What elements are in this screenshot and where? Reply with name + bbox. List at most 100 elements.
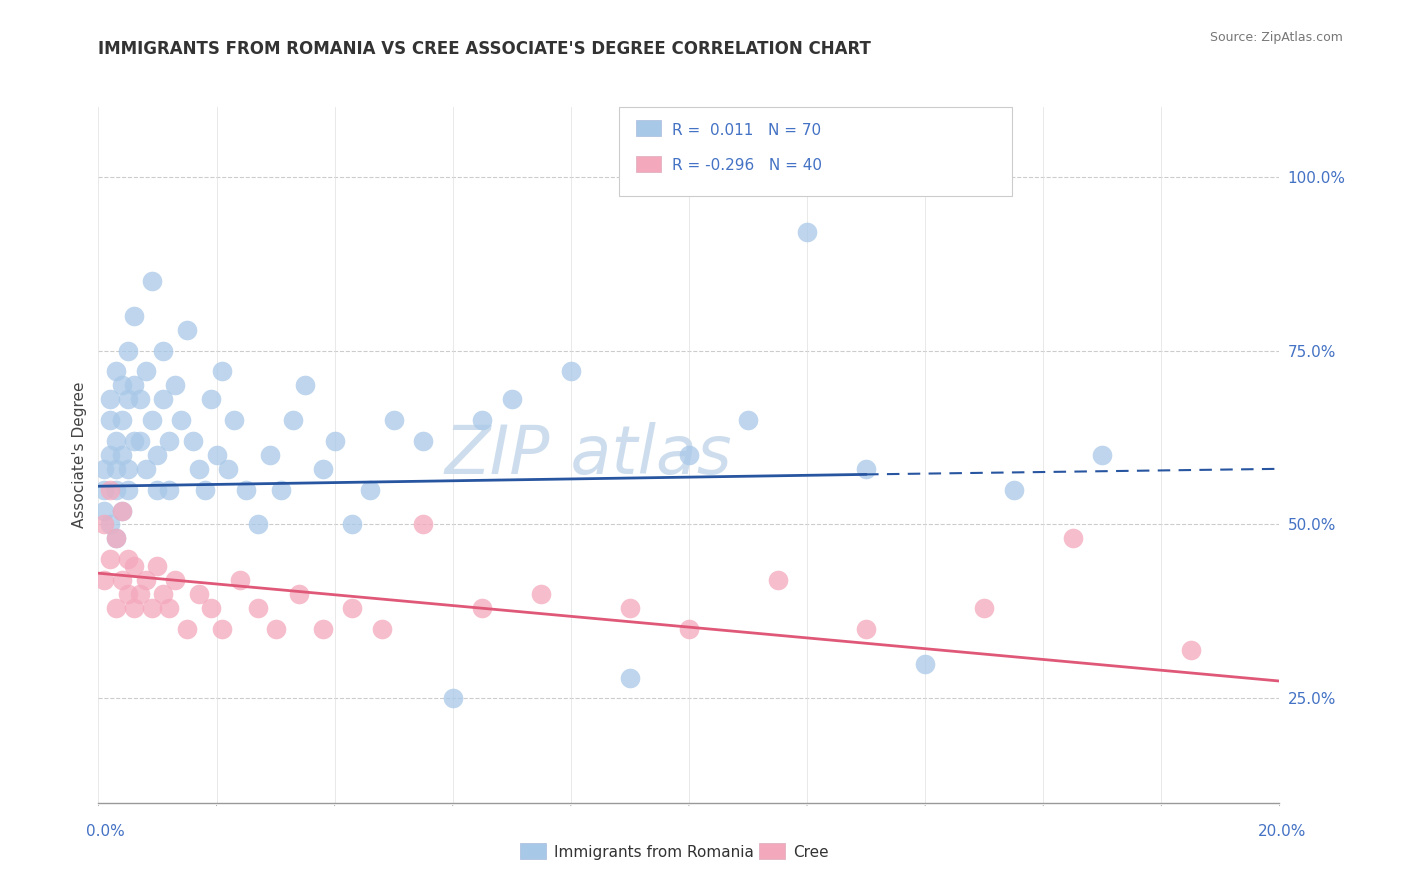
Point: [235, 483, 257, 497]
Point: [283, 413, 305, 427]
Point: [796, 225, 818, 239]
Point: [441, 691, 464, 706]
Point: [111, 413, 134, 427]
Point: [471, 413, 494, 427]
Point: [294, 378, 316, 392]
Point: [737, 413, 759, 427]
Text: R = -0.296   N = 40: R = -0.296 N = 40: [672, 159, 823, 173]
Point: [323, 434, 346, 448]
Text: Cree: Cree: [793, 846, 828, 860]
Point: [135, 462, 157, 476]
Point: [194, 483, 217, 497]
Text: R =  0.011   N = 70: R = 0.011 N = 70: [672, 123, 821, 137]
Point: [93, 517, 115, 532]
Text: 0.0%: 0.0%: [86, 824, 125, 838]
Point: [152, 343, 174, 358]
Point: [264, 622, 287, 636]
Point: [1091, 448, 1114, 462]
Point: [111, 448, 134, 462]
Point: [111, 503, 134, 517]
Point: [117, 392, 139, 407]
Point: [146, 483, 169, 497]
Point: [1180, 642, 1202, 657]
Point: [200, 601, 222, 615]
Point: [128, 587, 150, 601]
Point: [105, 364, 128, 378]
Point: [93, 462, 115, 476]
Point: [117, 483, 139, 497]
Point: [217, 462, 239, 476]
Point: [501, 392, 523, 407]
Point: [176, 622, 198, 636]
Point: [270, 483, 292, 497]
Point: [471, 601, 494, 615]
Point: [259, 448, 281, 462]
Point: [530, 587, 553, 601]
Point: [187, 462, 209, 476]
Point: [128, 392, 150, 407]
Point: [181, 434, 204, 448]
Point: [312, 622, 335, 636]
Point: [914, 657, 936, 671]
Point: [146, 559, 169, 574]
Point: [98, 552, 121, 566]
Point: [111, 378, 134, 392]
Point: [135, 364, 157, 378]
Point: [105, 434, 128, 448]
Point: [157, 483, 180, 497]
Point: [619, 601, 641, 615]
Point: [187, 587, 209, 601]
Text: ZIP atlas: ZIP atlas: [444, 422, 733, 488]
Point: [342, 517, 364, 532]
Point: [382, 413, 405, 427]
Point: [135, 573, 157, 587]
Point: [117, 462, 139, 476]
Point: [152, 587, 174, 601]
Point: [246, 517, 269, 532]
Point: [141, 274, 163, 288]
Point: [229, 573, 252, 587]
Point: [111, 503, 134, 517]
Point: [1002, 483, 1025, 497]
Point: [141, 601, 163, 615]
Point: [157, 434, 180, 448]
Point: [157, 601, 180, 615]
Point: [224, 413, 246, 427]
Text: IMMIGRANTS FROM ROMANIA VS CREE ASSOCIATE'S DEGREE CORRELATION CHART: IMMIGRANTS FROM ROMANIA VS CREE ASSOCIAT…: [98, 40, 872, 58]
Point: [973, 601, 995, 615]
Point: [98, 483, 121, 497]
Point: [111, 573, 134, 587]
Point: [141, 413, 163, 427]
Point: [371, 622, 394, 636]
Point: [98, 517, 121, 532]
Point: [122, 309, 145, 323]
Point: [560, 364, 582, 378]
Point: [312, 462, 335, 476]
Point: [105, 532, 128, 546]
Point: [98, 413, 121, 427]
Text: 20.0%: 20.0%: [1258, 824, 1306, 838]
Point: [342, 601, 364, 615]
Point: [412, 434, 434, 448]
Point: [200, 392, 222, 407]
Point: [205, 448, 228, 462]
Point: [855, 462, 877, 476]
Point: [93, 483, 115, 497]
Point: [122, 434, 145, 448]
Point: [152, 392, 174, 407]
Point: [122, 378, 145, 392]
Point: [98, 448, 121, 462]
Point: [412, 517, 434, 532]
Point: [105, 601, 128, 615]
Point: [165, 378, 187, 392]
Point: [678, 448, 700, 462]
Point: [146, 448, 169, 462]
Point: [165, 573, 187, 587]
Y-axis label: Associate's Degree: Associate's Degree: [72, 382, 87, 528]
Point: [105, 532, 128, 546]
Point: [246, 601, 269, 615]
Point: [211, 364, 233, 378]
Point: [93, 573, 115, 587]
Point: [176, 323, 198, 337]
Point: [855, 622, 877, 636]
